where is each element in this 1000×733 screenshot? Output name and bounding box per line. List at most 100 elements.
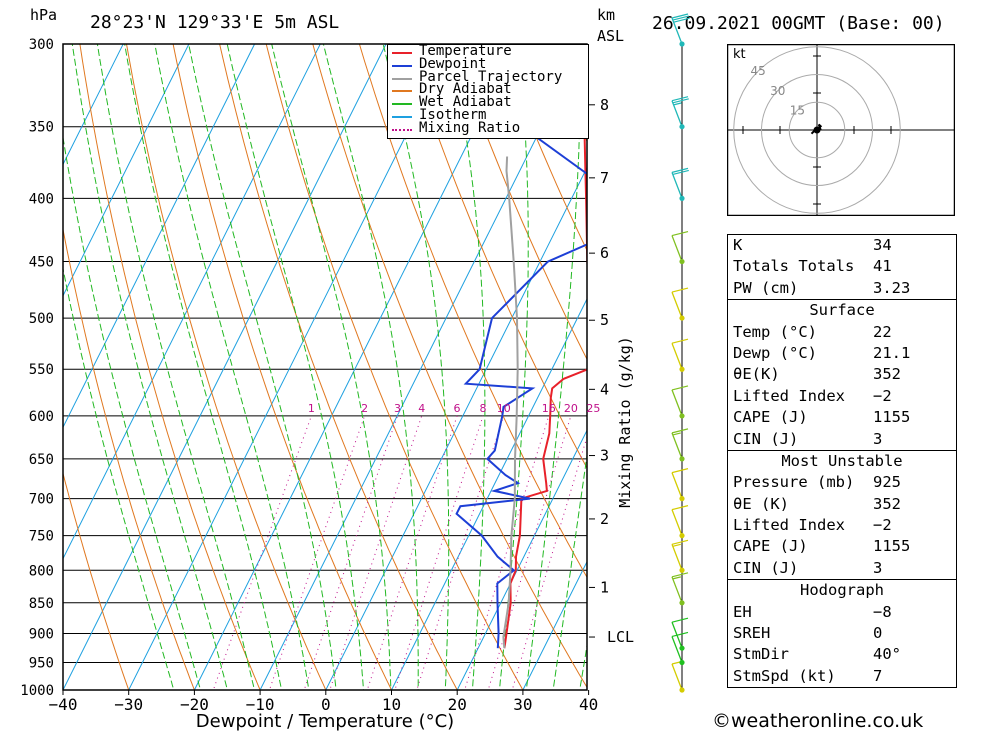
indices-label: PW (cm)	[733, 278, 799, 297]
pressure-tick-label: 600	[29, 409, 54, 425]
indices-row: Totals Totals 41	[728, 256, 956, 277]
wind-barb-flag	[672, 169, 689, 176]
wind-barb	[671, 167, 689, 201]
indices-value: 925	[873, 473, 901, 492]
mixing-ratio-line	[303, 415, 398, 690]
pressure-tick-label: 550	[29, 362, 54, 378]
wet-adiabat-line	[226, 44, 365, 690]
hodograph-ring-label: 15	[790, 103, 805, 117]
wet-adiabat-line	[124, 44, 283, 690]
wind-barb-flag	[671, 13, 689, 19]
indices-value: 7	[873, 666, 883, 685]
legend-item: Temperature	[388, 44, 588, 59]
legend-item: Wet Adiabat	[388, 94, 588, 111]
pressure-tick-label: 450	[29, 255, 54, 271]
wet-adiabat-line	[63, 266, 175, 690]
wind-barb-half	[673, 102, 682, 106]
indices-row: CIN (J) 3	[728, 429, 956, 450]
wind-barb-flag	[673, 17, 690, 23]
indices-row: SREH 0	[728, 623, 956, 644]
wind-barb	[671, 287, 689, 321]
wind-barb-half	[672, 543, 681, 547]
asl-label: ASL	[597, 27, 624, 45]
dry-adiabat-line	[498, 44, 587, 252]
wet-adiabat-line	[154, 44, 310, 690]
indices-row: StmSpd (kt) 7	[728, 666, 956, 687]
wind-barb	[671, 428, 689, 462]
legend-swatch	[392, 90, 412, 93]
indices-row: CAPE (J) 1155	[728, 407, 956, 428]
mixing-ratio-label: 20	[564, 402, 578, 415]
hodograph-ring	[761, 74, 873, 186]
wind-barb-flag	[671, 167, 689, 173]
legend-label: Wet Adiabat	[419, 94, 512, 111]
temperature-tick-label: −30	[114, 695, 143, 714]
indices-value: −2	[873, 386, 892, 405]
dry-adiabat-line	[219, 44, 458, 690]
wet-adiabat-line	[63, 134, 202, 690]
indices-value: 22	[873, 322, 892, 341]
mixing-ratio-line	[464, 415, 550, 690]
dry-adiabat-line	[451, 44, 587, 361]
dry-adiabat-line	[312, 44, 587, 689]
mixing-ratio-label: 25	[586, 402, 600, 415]
x-axis-label: Dewpoint / Temperature (°C)	[196, 711, 454, 732]
legend-label: Mixing Ratio	[419, 119, 521, 136]
indices-value: 1155	[873, 408, 911, 427]
wet-adiabat-line	[71, 44, 228, 690]
indices-table: K 34 Totals Totals 41 PW (cm) 3.23 Surface Temp…	[727, 234, 957, 689]
wind-barb-flag	[671, 631, 689, 638]
indices-value: 352	[873, 494, 901, 513]
indices-section: Hodograph EH −8 SREH 0 StmDir 40° StmSpd (kt) 7	[728, 579, 956, 687]
datetime-label: 26.09.2021 00GMT (Base: 00)	[652, 13, 945, 34]
wind-barb-half	[672, 432, 681, 436]
isotherm-line	[63, 44, 190, 297]
wind-barb-shaft	[671, 621, 683, 649]
location-label: 28°23'N 129°33'E 5m ASL	[90, 12, 339, 33]
wind-barb	[671, 385, 689, 419]
height-tick-label: 8	[600, 96, 609, 114]
indices-label: θE(K)	[733, 365, 780, 384]
hodograph: 15 30 45 kt	[727, 44, 955, 216]
temperature-tick-label: −10	[246, 695, 275, 714]
dry-adiabat-line	[63, 471, 130, 690]
indices-label: CAPE (J)	[733, 408, 808, 427]
legend-swatch	[392, 116, 412, 118]
legend-item: Dewpoint	[388, 56, 588, 72]
wind-barb-flag	[671, 468, 689, 474]
plot-frame	[62, 43, 588, 691]
isotherm-line	[63, 44, 124, 166]
wind-barb-shaft	[671, 576, 683, 604]
height-tick-label: 6	[600, 244, 609, 262]
indices-section: Most Unstable Pressure (mb) 925 θE (K) 352 Li…	[728, 449, 956, 579]
wind-barb-flag	[671, 572, 689, 578]
mixing-ratio-label: 8	[480, 402, 487, 415]
indices-value: −8	[873, 602, 892, 621]
dry-adiabat-line	[358, 44, 587, 579]
pressure-tick-label: 350	[29, 120, 54, 136]
wind-barb	[671, 661, 685, 693]
indices-label: Totals Totals	[733, 257, 855, 276]
height-tick-label: 7	[600, 169, 609, 187]
mixing-ratio-line	[487, 415, 572, 690]
indices-row: PW (cm) 3.23	[728, 278, 956, 299]
dry-adiabat-line	[951, 0, 1000, 716]
mixing-ratio-label: 2	[361, 402, 368, 415]
pressure-tick-label: 500	[29, 311, 54, 327]
wind-barb	[671, 338, 689, 372]
height-tick-label: 1	[600, 578, 609, 596]
pressure-tick-label: 900	[29, 626, 54, 642]
hodograph-ring-label: 30	[770, 84, 785, 98]
mixing-ratio-label: 1	[308, 402, 315, 415]
indices-row: StmDir 40°	[728, 644, 956, 665]
indices-label: SREH	[733, 624, 771, 643]
indices-section: K 34 Totals Totals 41 PW (cm) 3.23	[728, 235, 956, 299]
legend-swatch	[392, 128, 412, 131]
wind-barb	[671, 505, 689, 539]
mixing-ratio-label: 16	[542, 402, 556, 415]
isotherm-line	[325, 166, 587, 690]
wind-barb-shaft	[671, 472, 683, 499]
wind-barb-flag	[671, 539, 689, 545]
legend-swatch	[392, 64, 412, 67]
mixing-ratio-label: 6	[454, 402, 461, 415]
